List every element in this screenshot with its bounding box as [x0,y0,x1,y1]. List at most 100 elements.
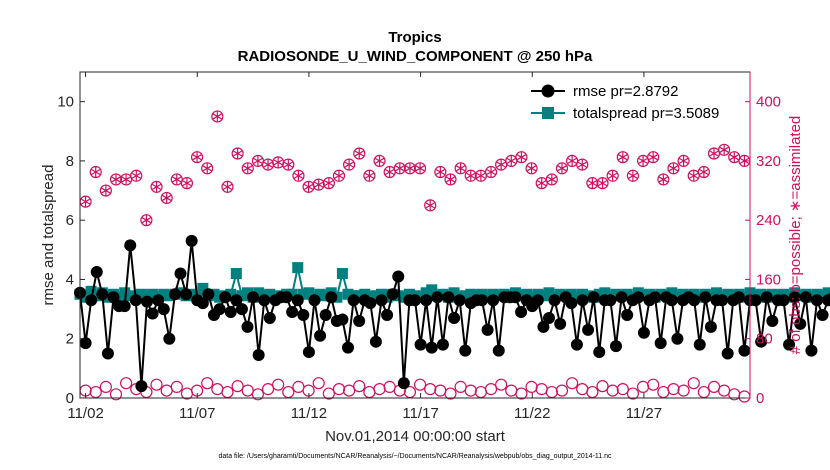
totalspread-point [314,288,326,300]
rmse-point [570,338,583,351]
obs_assimilated-stroke [232,150,243,157]
rmse-point [766,314,779,327]
obs_assimilated-stroke [445,176,456,183]
obs_possible-marker [363,169,376,182]
rmse-point [180,288,193,301]
obs_possible-marker [109,173,123,186]
rmse-point [799,291,812,304]
y-axis-label-left: rmse and totalspread [40,165,57,306]
obs_possible-marker [393,162,406,175]
obs_possible-marker [545,173,558,186]
rmse-point [632,291,645,304]
rmse-point [442,291,455,304]
rmse-point [453,294,466,307]
totalspread-point [398,291,410,303]
obs_assimilated-stroke [151,183,162,190]
rmse-point [325,291,338,304]
obs_assimilated-marker [425,200,435,211]
obs_possible_low-marker [332,383,346,396]
obs_assimilated-stroke [172,176,182,183]
obs_possible-marker [292,169,305,182]
rmse-point [755,335,768,348]
obs_assimilated-stroke [526,165,537,172]
obs_possible_low-marker [322,387,335,400]
obs_assimilated-stroke [466,172,476,179]
rmse-point [157,303,170,316]
rmse-point [397,377,410,390]
totalspread-point [297,288,309,300]
y-tick-label-right: 160 [756,271,781,288]
obs_possible-marker [667,162,680,175]
obs_possible-marker [697,165,710,179]
totalspread-point [264,288,276,300]
rmse-point [487,294,500,307]
obs_assimilated-marker [80,196,91,207]
obs_assimilated-stroke [101,187,111,194]
x-tick-label: 11/02 [67,405,103,422]
obs_assimilated-marker [202,163,212,174]
obs_assimilated-stroke [577,161,587,168]
obs_assimilated-stroke [628,172,638,179]
obs_possible-marker [322,177,335,190]
rmse-point [297,309,310,322]
rmse-point [481,323,494,336]
rmse-point [805,344,818,357]
totalspread-point [225,288,237,300]
obs_assimilated-stroke [395,165,405,172]
obs_assimilated-marker [212,111,222,122]
obs_possible-marker [180,177,194,190]
rmse-point [168,288,181,301]
rmse-point [152,294,165,307]
rmse-point [118,300,131,313]
obs_assimilated-stroke [162,194,172,201]
obs_assimilated-marker [547,174,557,185]
legend: rmse pr=2.8792 totalspread pr=3.5089 [525,79,743,125]
rmse-point [621,309,634,322]
obs_assimilated-marker [253,155,263,166]
obs_assimilated-marker [658,174,668,185]
obs_possible-marker [312,178,325,191]
obs_assimilated-marker [151,181,162,192]
rmse-point [409,294,421,307]
obs_possible-marker [160,191,173,205]
rmse-point [247,291,260,304]
rmse-point [509,291,522,304]
obs_possible-marker [211,110,224,123]
obs_assimilated-stroke [374,157,385,164]
y-tick-label-left: 10 [57,94,74,111]
obs_possible-marker [99,184,112,197]
obs_assimilated-marker [354,148,364,159]
rmse-point [291,294,304,307]
rmse-point [90,266,103,279]
obs_assimilated-marker [121,174,131,185]
rmse-point [263,311,276,324]
totalspread-point [554,288,566,300]
rmse-point [347,294,360,307]
rmse-point [565,297,578,310]
obs_possible_low-marker [343,384,356,397]
obs_assimilated-stroke [709,150,719,157]
rmse-point [777,294,790,307]
rmse-point [749,294,762,307]
rmse-point [185,234,198,247]
rmse-point [665,294,678,307]
chart-title: Tropics [388,29,441,46]
totalspread-point [610,288,622,300]
obs_assimilated-marker [466,170,476,181]
totalspread-point [342,288,354,300]
obs_assimilated-marker [739,155,750,166]
totalspread-point [465,288,477,300]
rmse-point [543,311,555,324]
rmse-point [381,309,394,322]
obs_assimilated-stroke [587,180,598,187]
rmse-point [716,294,729,307]
obs_possible-marker [434,165,447,179]
rmse-point [721,347,734,360]
totalspread-point [415,291,427,303]
totalspread-point [543,287,555,299]
totalspread-point [420,287,432,299]
x-tick-label: 11/27 [626,405,662,422]
obs_assimilated-stroke [334,172,344,179]
obs_assimilated-stroke [80,198,91,205]
obs_assimilated-marker [344,159,354,170]
